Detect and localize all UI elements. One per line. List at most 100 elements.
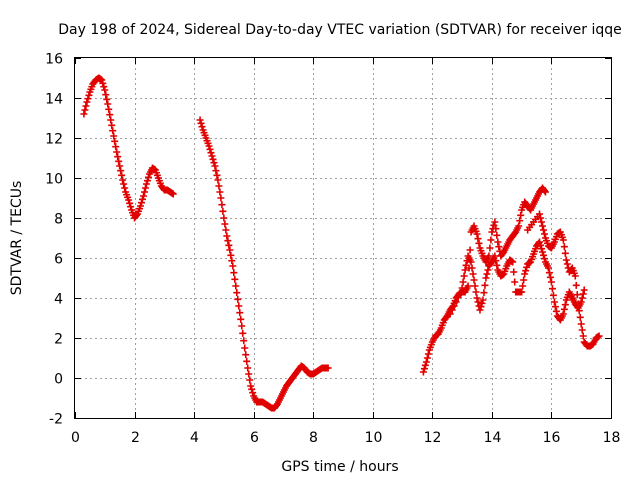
y-tick-label: 6 <box>54 252 63 268</box>
data-point <box>518 288 526 296</box>
data-point <box>104 100 112 108</box>
data-point <box>423 354 431 362</box>
data-point <box>125 196 133 204</box>
x-axis-label: GPS time / hours <box>281 459 398 475</box>
data-point <box>424 350 432 358</box>
data-point <box>138 199 146 207</box>
data-point <box>196 116 204 124</box>
data-point <box>99 79 107 87</box>
data-point <box>120 180 128 188</box>
data-point <box>222 226 230 234</box>
data-point <box>577 320 585 328</box>
data-point <box>198 123 206 131</box>
data-point <box>248 385 256 393</box>
data-point <box>214 176 222 184</box>
data-point <box>242 351 250 359</box>
data-point <box>205 142 213 150</box>
data-point <box>493 231 501 239</box>
data-point <box>84 95 92 103</box>
data-point <box>212 167 220 175</box>
data-point <box>108 121 116 129</box>
data-point <box>560 243 568 251</box>
data-point <box>575 307 583 315</box>
data-point <box>111 137 119 145</box>
data-point <box>211 162 219 170</box>
data-point <box>515 222 523 230</box>
data-point <box>117 167 125 175</box>
data-point <box>462 261 470 269</box>
data-point <box>100 83 108 91</box>
data-point <box>206 145 214 153</box>
data-point <box>245 370 253 378</box>
data-point <box>116 162 124 170</box>
data-point <box>247 382 255 390</box>
data-point <box>536 210 544 218</box>
data-point <box>536 238 544 246</box>
data-point <box>249 389 257 397</box>
data-point <box>466 246 474 254</box>
data-point <box>521 270 529 278</box>
data-point <box>544 264 552 272</box>
data-point <box>537 214 545 222</box>
data-point <box>573 291 581 299</box>
data-point <box>421 361 429 369</box>
data-point <box>476 306 484 314</box>
data-point <box>483 270 491 278</box>
data-point <box>547 278 555 286</box>
data-point <box>144 173 152 181</box>
data-point <box>468 264 476 272</box>
x-tick-label: 18 <box>603 430 621 446</box>
data-point <box>510 268 518 276</box>
data-point <box>237 315 245 323</box>
x-tick-label: 16 <box>543 430 561 446</box>
plot-frame <box>74 57 612 419</box>
data-point <box>239 329 247 337</box>
data-point <box>460 272 468 280</box>
data-point <box>562 256 570 264</box>
data-point <box>561 301 569 309</box>
data-point <box>420 365 428 373</box>
data-point <box>112 143 120 151</box>
data-point <box>475 239 483 247</box>
data-point <box>121 184 129 192</box>
data-point <box>470 276 478 284</box>
data-point <box>209 155 217 163</box>
data-point <box>488 228 496 236</box>
data-point <box>540 230 548 238</box>
data-point <box>115 157 123 165</box>
data-point <box>80 110 88 118</box>
data-point <box>484 266 492 274</box>
data-point <box>210 159 218 167</box>
chart-title: Day 198 of 2024, Sidereal Day-to-day VTE… <box>58 22 622 38</box>
data-point <box>197 119 205 127</box>
x-tick-label: 10 <box>365 430 383 446</box>
data-point <box>511 278 519 286</box>
data-point <box>494 238 502 246</box>
data-point <box>452 298 460 306</box>
data-point <box>324 364 332 372</box>
data-point <box>81 106 89 114</box>
data-point <box>481 281 489 289</box>
data-point <box>133 211 141 219</box>
data-point <box>236 309 244 317</box>
data-point <box>578 326 586 334</box>
data-point <box>550 298 558 306</box>
data-point <box>473 294 481 302</box>
data-point <box>246 376 254 384</box>
data-point <box>85 91 93 99</box>
data-point <box>472 288 480 296</box>
data-series <box>80 74 603 412</box>
data-point <box>225 241 233 249</box>
data-point <box>139 192 147 200</box>
data-point <box>127 203 135 211</box>
data-point <box>545 269 553 277</box>
data-point <box>450 302 458 310</box>
data-point <box>537 241 545 249</box>
data-point <box>559 310 567 318</box>
y-tick-label: 4 <box>54 292 63 308</box>
data-point <box>595 332 603 340</box>
data-point <box>471 282 479 290</box>
x-axis-ticks: 0 2 4 6 8 10 12 14 16 18 <box>71 58 620 446</box>
data-point <box>226 246 234 254</box>
